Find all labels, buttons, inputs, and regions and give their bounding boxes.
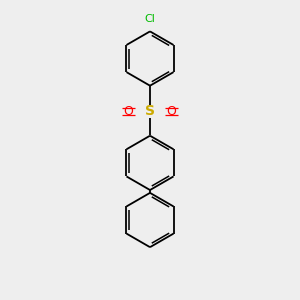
Text: Cl: Cl (145, 14, 155, 24)
Text: S: S (145, 104, 155, 118)
Text: O: O (124, 105, 134, 118)
Text: O: O (167, 105, 176, 118)
